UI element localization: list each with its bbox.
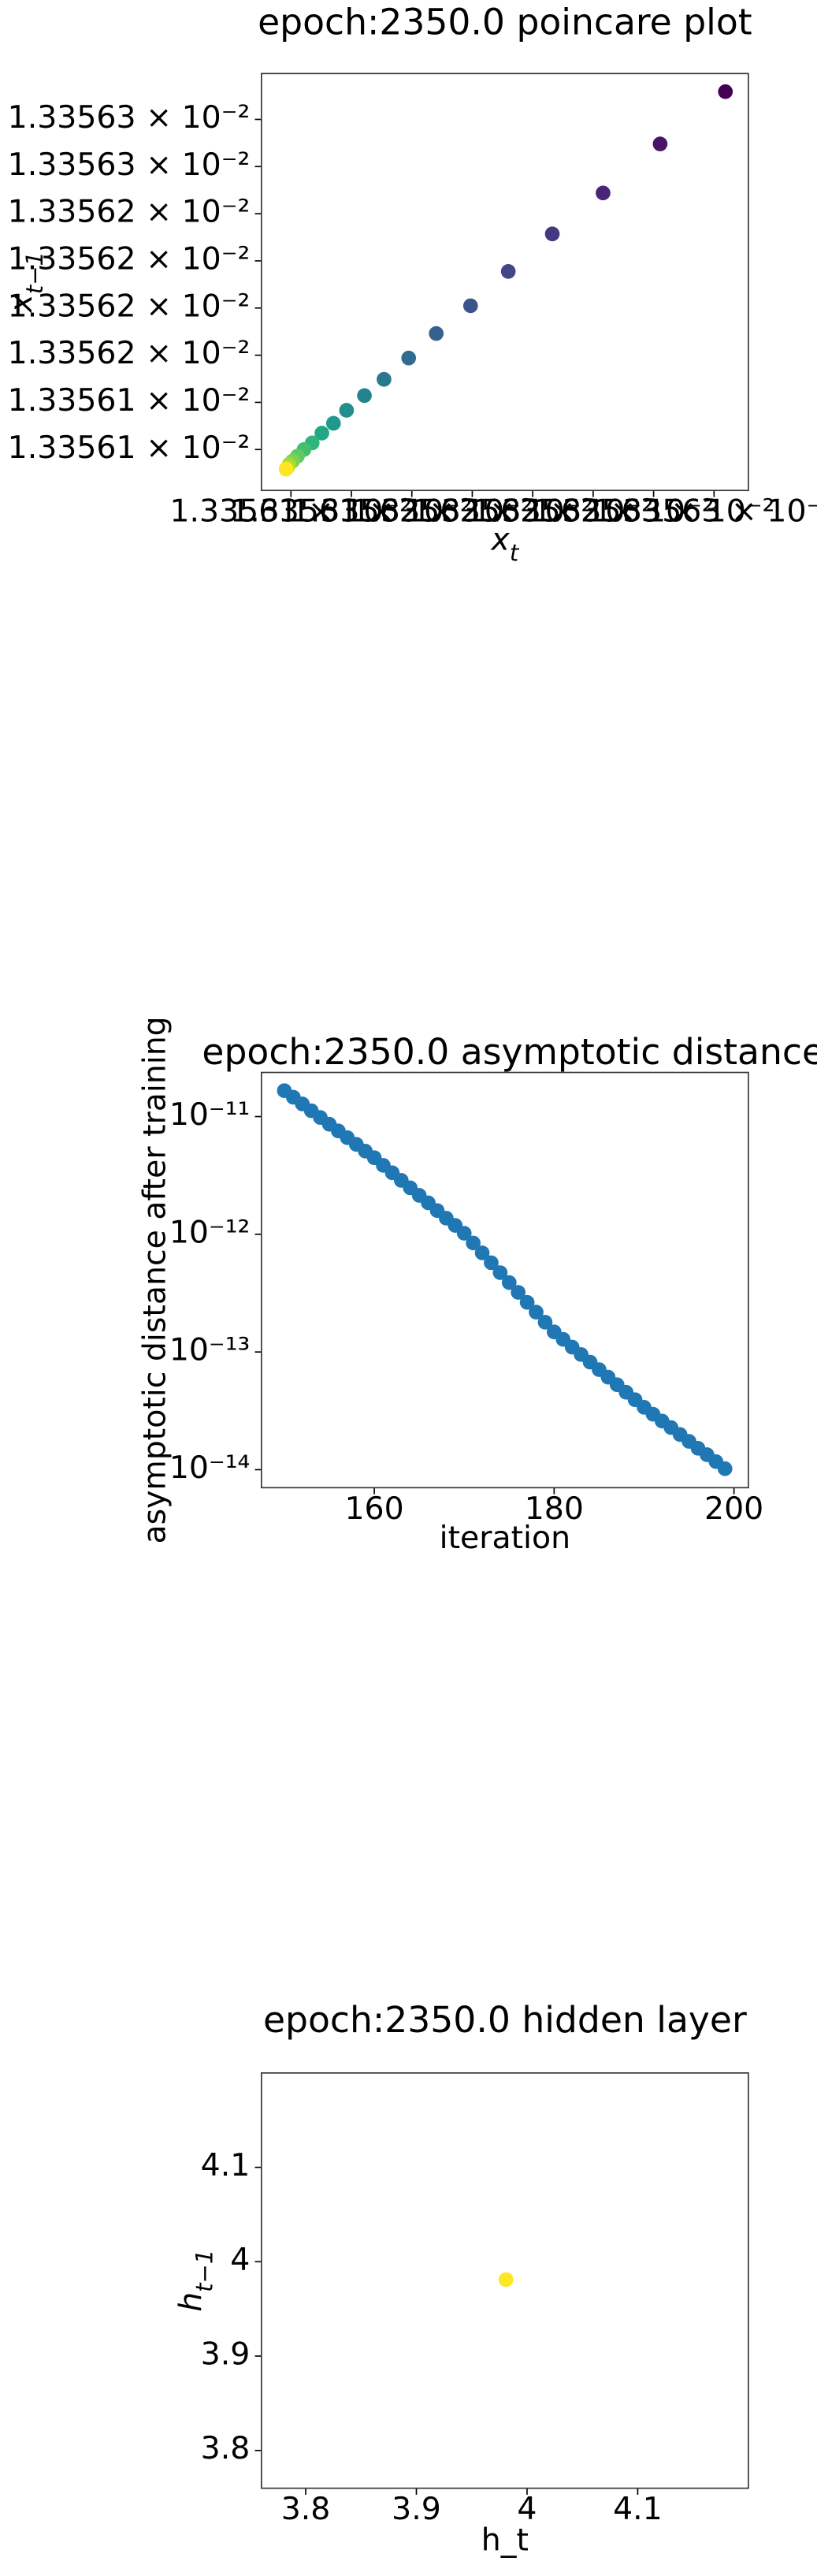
point	[339, 403, 355, 418]
point	[718, 84, 733, 99]
x-axis-label-sub: t	[510, 539, 520, 566]
y-axis-label-base: h	[173, 2292, 209, 2312]
point	[325, 415, 341, 431]
chart: epoch:2350.0 asymptotic distance 160 180 20…	[137, 1016, 817, 1556]
x-tick-label: 1.33563 × 10⁻²	[533, 493, 775, 530]
y-tick-label: 1.33562 × 10⁻²	[8, 335, 251, 371]
y-axis-label: xt−1	[3, 251, 49, 314]
point	[717, 1461, 733, 1476]
x-axis-label: xt	[490, 521, 520, 567]
x-tick-label: 3.9	[392, 2491, 441, 2527]
y-tick-label: 1.33562 × 10⁻²	[8, 194, 251, 230]
y-tick-label: 10⁻¹²	[169, 1214, 251, 1250]
y-tick-label: 10⁻¹⁴	[169, 1450, 251, 1486]
y-tick-label: 1.33563 × 10⁻²	[8, 99, 251, 136]
point	[519, 1294, 535, 1310]
x-tick-label: 1.33563 × 10⁻²	[592, 493, 817, 530]
chart: epoch:2350.0 poincare plot 1.33561 × 10⁻²…	[3, 2, 817, 567]
point	[498, 2272, 514, 2288]
point	[544, 226, 560, 242]
x-tick-label: 4	[517, 2491, 537, 2527]
point	[474, 1245, 490, 1260]
y-axis-label: asymptotic distance after training	[137, 1016, 173, 1543]
x-tick-label: 1.33562 × 10⁻²	[411, 493, 654, 530]
plot-frame	[261, 2072, 749, 2489]
y-tick-label: 3.9	[201, 2336, 251, 2373]
y-axis-label: ht−1	[173, 2250, 218, 2312]
y-tick-label: 10⁻¹³	[169, 1332, 251, 1368]
point	[314, 426, 329, 441]
point	[278, 461, 294, 477]
y-axis-label-sub: t−1	[21, 251, 48, 294]
point	[466, 1235, 481, 1251]
x-axis-label: iteration	[440, 1520, 570, 1556]
y-tick-label: 1.33562 × 10⁻²	[8, 288, 251, 324]
y-tick-label: 1.33561 × 10⁻²	[8, 382, 251, 419]
y-tick-label: 1.33561 × 10⁻²	[8, 430, 251, 466]
chart: epoch:2350.0 hidden layer 3.8 3.9 4 4.1 3.8 3.…	[173, 1999, 749, 2559]
point	[500, 264, 516, 279]
y-tick-label: 4	[230, 2242, 250, 2278]
plot-frame	[261, 1071, 749, 1489]
chart-title: epoch:2350.0 asymptotic distance	[202, 1031, 817, 1073]
point	[529, 1305, 544, 1320]
point	[652, 136, 668, 151]
x-tick-label: 1.33562 × 10⁻²	[351, 493, 594, 530]
point	[511, 1285, 526, 1300]
point	[596, 185, 611, 201]
chart-title: epoch:2350.0 poincare plot	[258, 2, 752, 43]
point	[484, 1255, 499, 1271]
point	[537, 1315, 553, 1330]
chart-title: epoch:2350.0 hidden layer	[263, 1999, 747, 2041]
plot-frame	[261, 73, 749, 492]
x-tick-label: 160	[344, 1491, 403, 1527]
x-tick-label: 180	[525, 1491, 584, 1527]
x-axis-label-base: x	[490, 521, 511, 557]
point	[462, 298, 478, 314]
y-axis-label-sub: t−1	[191, 2250, 218, 2292]
x-tick-label: 200	[704, 1491, 763, 1527]
y-axis-label-base: x	[3, 293, 39, 314]
point	[377, 371, 392, 387]
y-tick-label: 1.33562 × 10⁻²	[8, 240, 251, 277]
point	[501, 1275, 517, 1290]
point	[456, 1226, 472, 1241]
point	[357, 388, 372, 404]
point	[429, 326, 444, 341]
x-tick-label: 4.1	[613, 2491, 663, 2527]
y-tick-label: 4.1	[201, 2147, 251, 2183]
x-axis-label: h_t	[481, 2522, 529, 2559]
y-tick-label: 10⁻¹¹	[169, 1096, 251, 1133]
y-tick-label: 1.33563 × 10⁻²	[8, 147, 251, 183]
x-tick-label: 3.8	[281, 2491, 331, 2527]
point	[401, 350, 417, 366]
y-tick-label: 3.8	[201, 2430, 251, 2466]
point	[492, 1265, 508, 1280]
x-tick-label: 1.33561 × 10⁻²	[230, 493, 473, 530]
x-tick-label: 1.33562 × 10⁻²	[472, 493, 715, 530]
x-tick-label: 1.33562 × 10⁻²	[291, 493, 533, 530]
x-tick-label: 1.33561 × 10⁻²	[169, 493, 412, 530]
